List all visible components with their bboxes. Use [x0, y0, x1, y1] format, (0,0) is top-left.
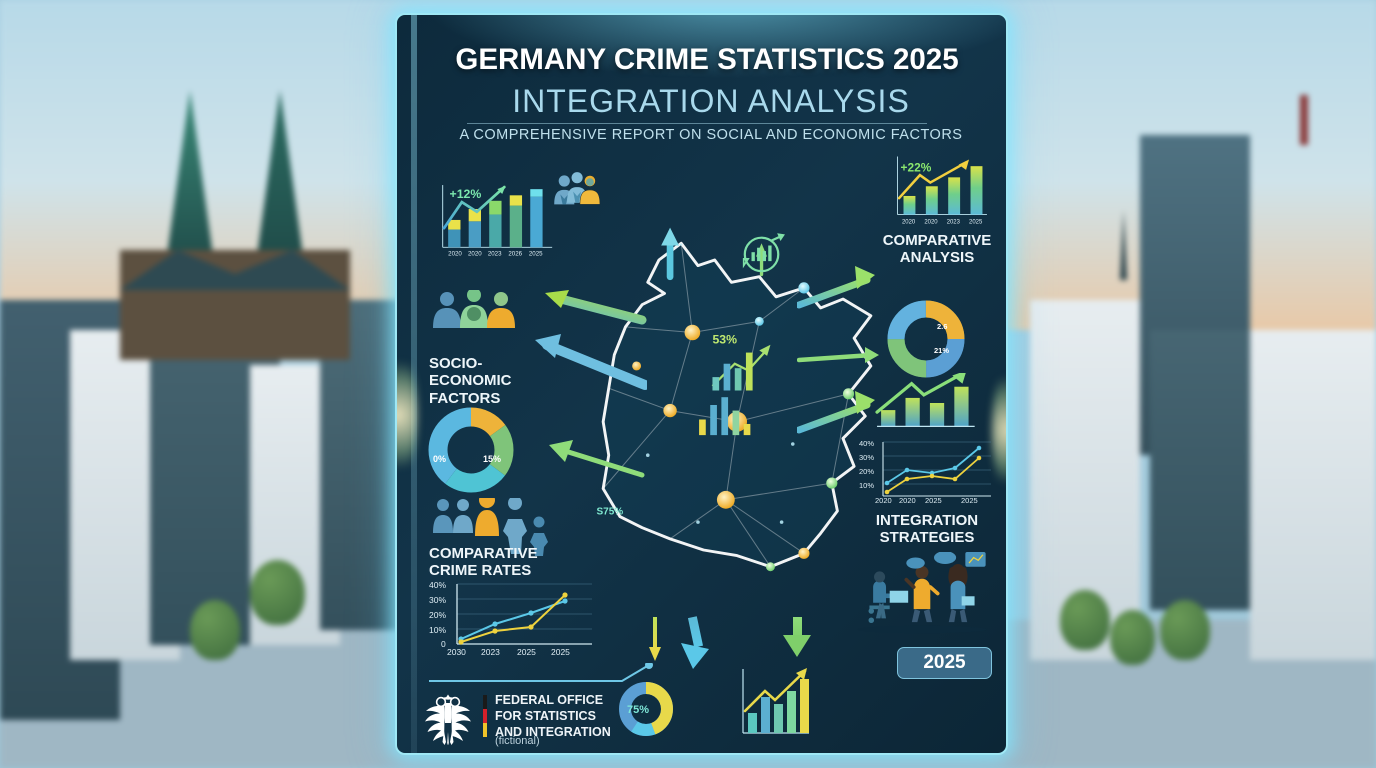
svg-text:2020: 2020	[902, 220, 916, 226]
svg-text:2026: 2026	[508, 251, 522, 258]
svg-text:2030: 2030	[447, 647, 466, 657]
svg-text:2020: 2020	[448, 251, 462, 258]
svg-text:10%: 10%	[859, 481, 874, 490]
svg-text:2025: 2025	[961, 496, 978, 505]
svg-text:0: 0	[441, 639, 446, 649]
svg-text:40%: 40%	[859, 440, 874, 448]
svg-text:2023: 2023	[481, 647, 500, 657]
svg-text:15%: 15%	[483, 454, 501, 464]
svg-text:2023: 2023	[488, 251, 502, 258]
svg-text:+22%: +22%	[901, 160, 932, 174]
svg-text:2025: 2025	[551, 647, 570, 657]
svg-text:2025: 2025	[925, 496, 942, 505]
svg-text:2020: 2020	[875, 496, 892, 505]
svg-text:30%: 30%	[429, 595, 446, 605]
svg-text:10%: 10%	[429, 625, 446, 635]
svg-text:0%: 0%	[433, 454, 446, 464]
svg-text:21%: 21%	[934, 346, 949, 355]
svg-text:2025: 2025	[529, 251, 543, 258]
svg-text:2.6: 2.6	[937, 322, 947, 331]
svg-text:2025: 2025	[517, 647, 536, 657]
svg-text:2020: 2020	[468, 251, 482, 258]
svg-text:40%: 40%	[429, 582, 446, 590]
svg-text:2025: 2025	[969, 220, 983, 226]
svg-text:30%: 30%	[859, 453, 874, 462]
svg-text:20%: 20%	[429, 610, 446, 620]
svg-text:+12%: +12%	[450, 187, 482, 201]
svg-text:2020: 2020	[924, 220, 938, 226]
svg-text:20%: 20%	[859, 467, 874, 476]
svg-text:2023: 2023	[947, 220, 961, 226]
svg-text:2020: 2020	[899, 496, 916, 505]
svg-text:53%: 53%	[712, 333, 737, 347]
